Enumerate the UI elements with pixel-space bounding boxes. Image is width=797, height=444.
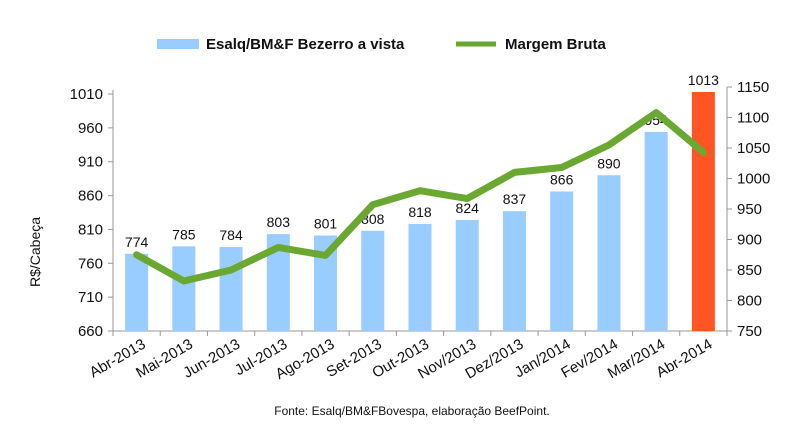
bar	[455, 219, 479, 331]
bar	[502, 211, 526, 331]
bar	[644, 131, 668, 331]
bar-data-label: 784	[219, 227, 243, 243]
y2-tick-label: 800	[737, 293, 762, 310]
legend-bar-swatch	[157, 39, 199, 49]
bar-data-label: 785	[172, 226, 196, 242]
y-tick-label: 960	[78, 120, 103, 137]
legend: Esalq/BM&F Bezerro a vista Margem Bruta	[157, 36, 607, 53]
legend-line-label: Margem Bruta	[505, 36, 607, 53]
y2-tick-label: 900	[737, 232, 762, 249]
y-tick-label: 1010	[70, 86, 103, 103]
bar-data-label: 890	[597, 155, 621, 171]
bar	[408, 224, 432, 331]
bar	[361, 230, 385, 331]
bar-data-label: 801	[314, 216, 338, 232]
y-tick-label: 860	[78, 188, 103, 205]
y2-tick-label: 1050	[737, 140, 770, 157]
bar-data-label: 866	[550, 172, 574, 188]
bar	[219, 247, 243, 331]
bar	[550, 191, 574, 331]
y-tick-label: 760	[78, 255, 103, 272]
source-note: Fonte: Esalq/BM&FBovespa, elaboração Bee…	[274, 404, 550, 418]
bar-data-label: 824	[456, 200, 480, 216]
bar-data-label: 1013	[688, 72, 719, 88]
bar-data-label: 818	[408, 204, 432, 220]
margem-bruta-line	[133, 109, 707, 285]
y2-tick-label: 1150	[737, 79, 769, 96]
axes: 660 710 760 810 860 910 960 1010 750 800 850 900 950…	[70, 79, 771, 383]
bar	[691, 91, 715, 332]
bar-data-label: 803	[267, 214, 291, 230]
y-tick-label: 810	[78, 221, 103, 238]
y2-tick-label: 750	[737, 323, 762, 340]
bar	[172, 246, 196, 331]
y2-tick-label: 850	[737, 262, 762, 279]
legend-bar-label: Esalq/BM&F Bezerro a vista	[206, 36, 405, 53]
bar-data-label: 774	[125, 234, 149, 250]
line-series	[133, 109, 707, 285]
y2-tick-label: 1000	[737, 171, 770, 188]
y-axis-label: R$/Cabeça	[27, 217, 43, 287]
bars	[125, 91, 715, 332]
bar-data-label: 837	[503, 191, 527, 207]
y-tick-label: 710	[78, 289, 103, 306]
y2-tick-label: 1100	[737, 110, 769, 127]
bar	[597, 175, 621, 331]
y2-tick-label: 950	[737, 201, 762, 218]
y-tick-label: 660	[78, 323, 103, 340]
bar	[266, 234, 290, 331]
bar	[125, 253, 149, 331]
bar	[314, 235, 338, 331]
y-tick-label: 910	[78, 154, 103, 171]
